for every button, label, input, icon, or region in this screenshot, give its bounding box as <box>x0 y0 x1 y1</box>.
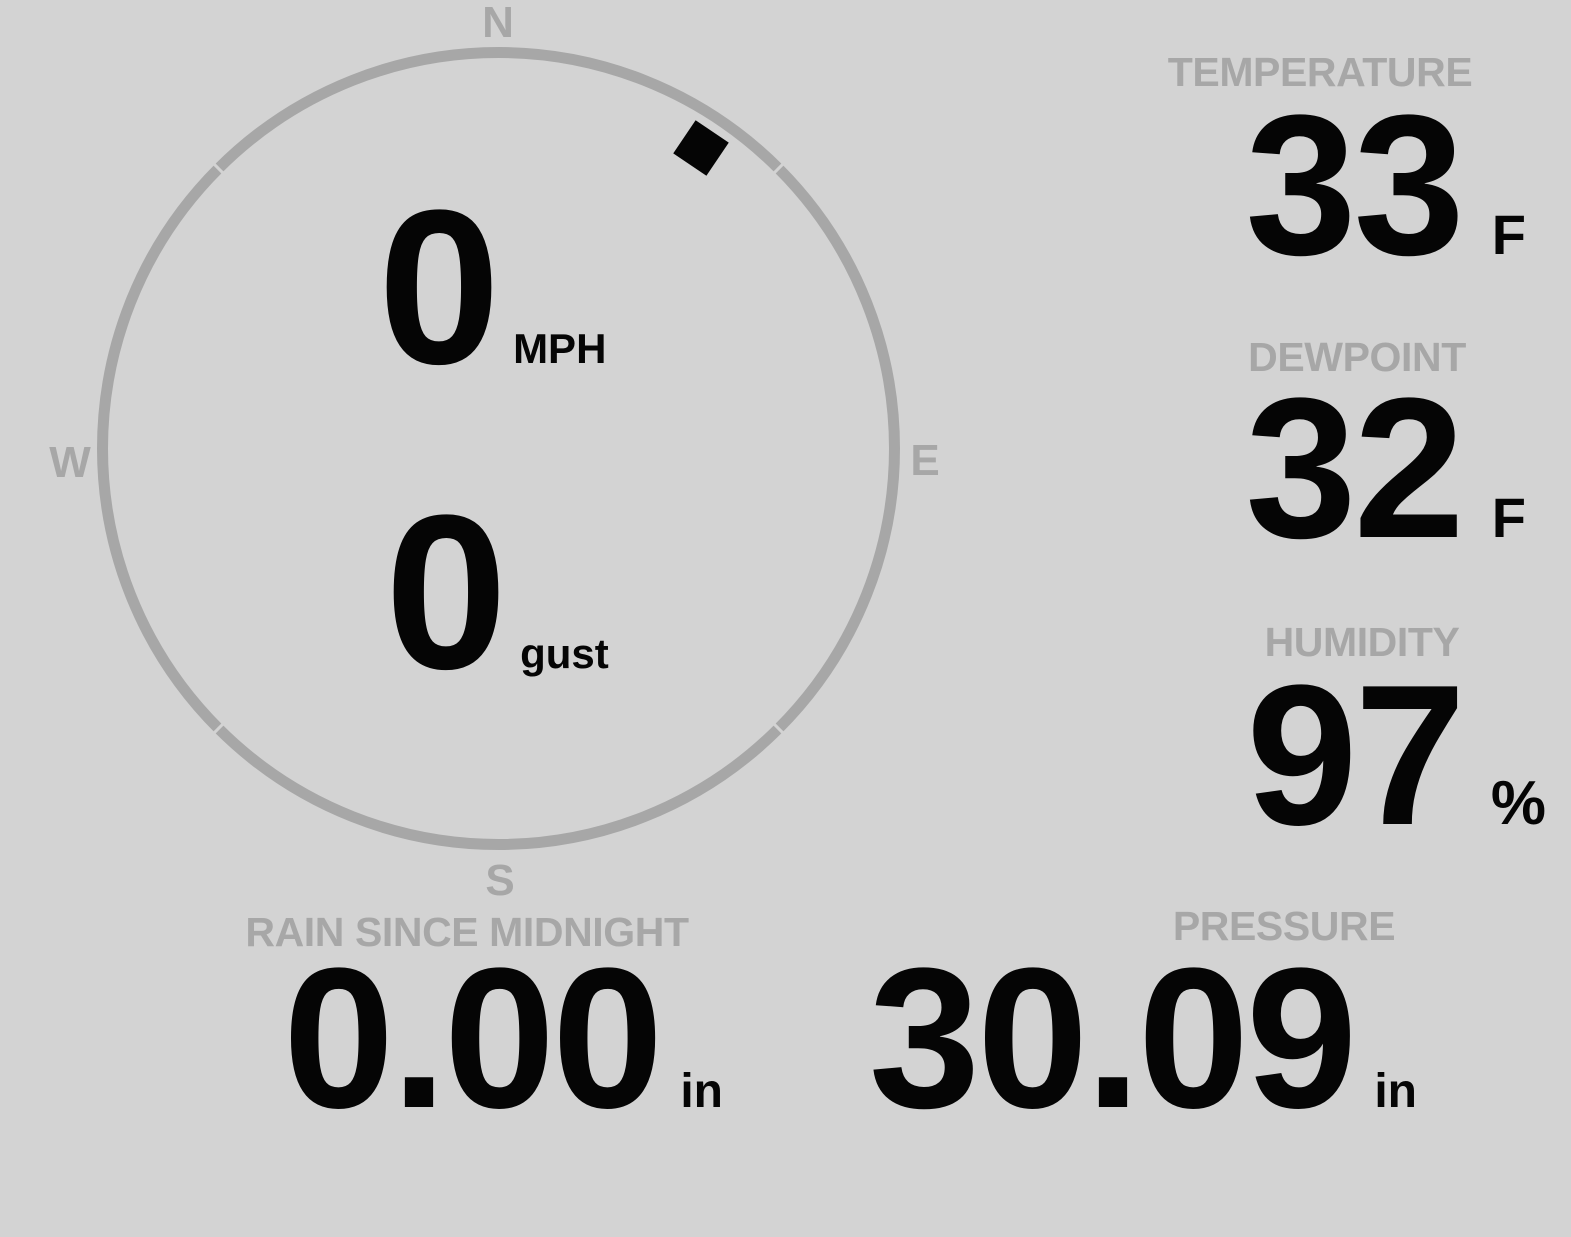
pressure-reading: 30.09 in <box>869 939 1417 1139</box>
compass-label-north: N <box>482 0 514 47</box>
humidity-label: HUMIDITY <box>1264 619 1460 665</box>
compass-label-south: S <box>485 856 515 905</box>
pressure-value: 30.09 <box>868 927 1357 1150</box>
rain-since-midnight-label: RAIN SINCE MIDNIGHT <box>245 909 689 955</box>
rain-since-midnight-unit: in <box>680 1065 723 1118</box>
wind-compass: N E S W <box>49 1 939 903</box>
compass-circle <box>97 47 900 850</box>
dewpoint-value: 32 <box>1245 357 1464 580</box>
rain-since-midnight-value: 0.00 <box>283 927 663 1150</box>
temperature-unit: F <box>1491 203 1526 266</box>
pressure-label: PRESSURE <box>1172 903 1396 949</box>
wind-speed-reading: 0 MPH <box>378 177 606 397</box>
wind-gust-value: 0 <box>385 469 507 715</box>
dewpoint-label: DEWPOINT <box>1248 334 1466 380</box>
temperature-reading: 33 F <box>1245 86 1526 286</box>
humidity-reading: 97 % <box>1246 656 1546 856</box>
rain-since-midnight-reading: 0.00 in <box>283 939 723 1139</box>
wind-gust-reading: 0 gust <box>385 482 609 702</box>
dewpoint-unit: F <box>1491 486 1526 549</box>
wind-speed-value: 0 <box>378 164 500 410</box>
humidity-unit: % <box>1490 769 1546 838</box>
compass-label-east: E <box>910 436 940 485</box>
wind-speed-unit: MPH <box>513 325 607 372</box>
temperature-label: TEMPERATURE <box>1167 49 1473 95</box>
pressure-unit: in <box>1374 1065 1417 1118</box>
humidity-value: 97 <box>1246 644 1465 867</box>
dewpoint-reading: 32 F <box>1245 369 1526 569</box>
compass-label-west: W <box>49 438 91 487</box>
wind-gust-unit: gust <box>520 630 609 677</box>
temperature-value: 33 <box>1245 74 1464 297</box>
